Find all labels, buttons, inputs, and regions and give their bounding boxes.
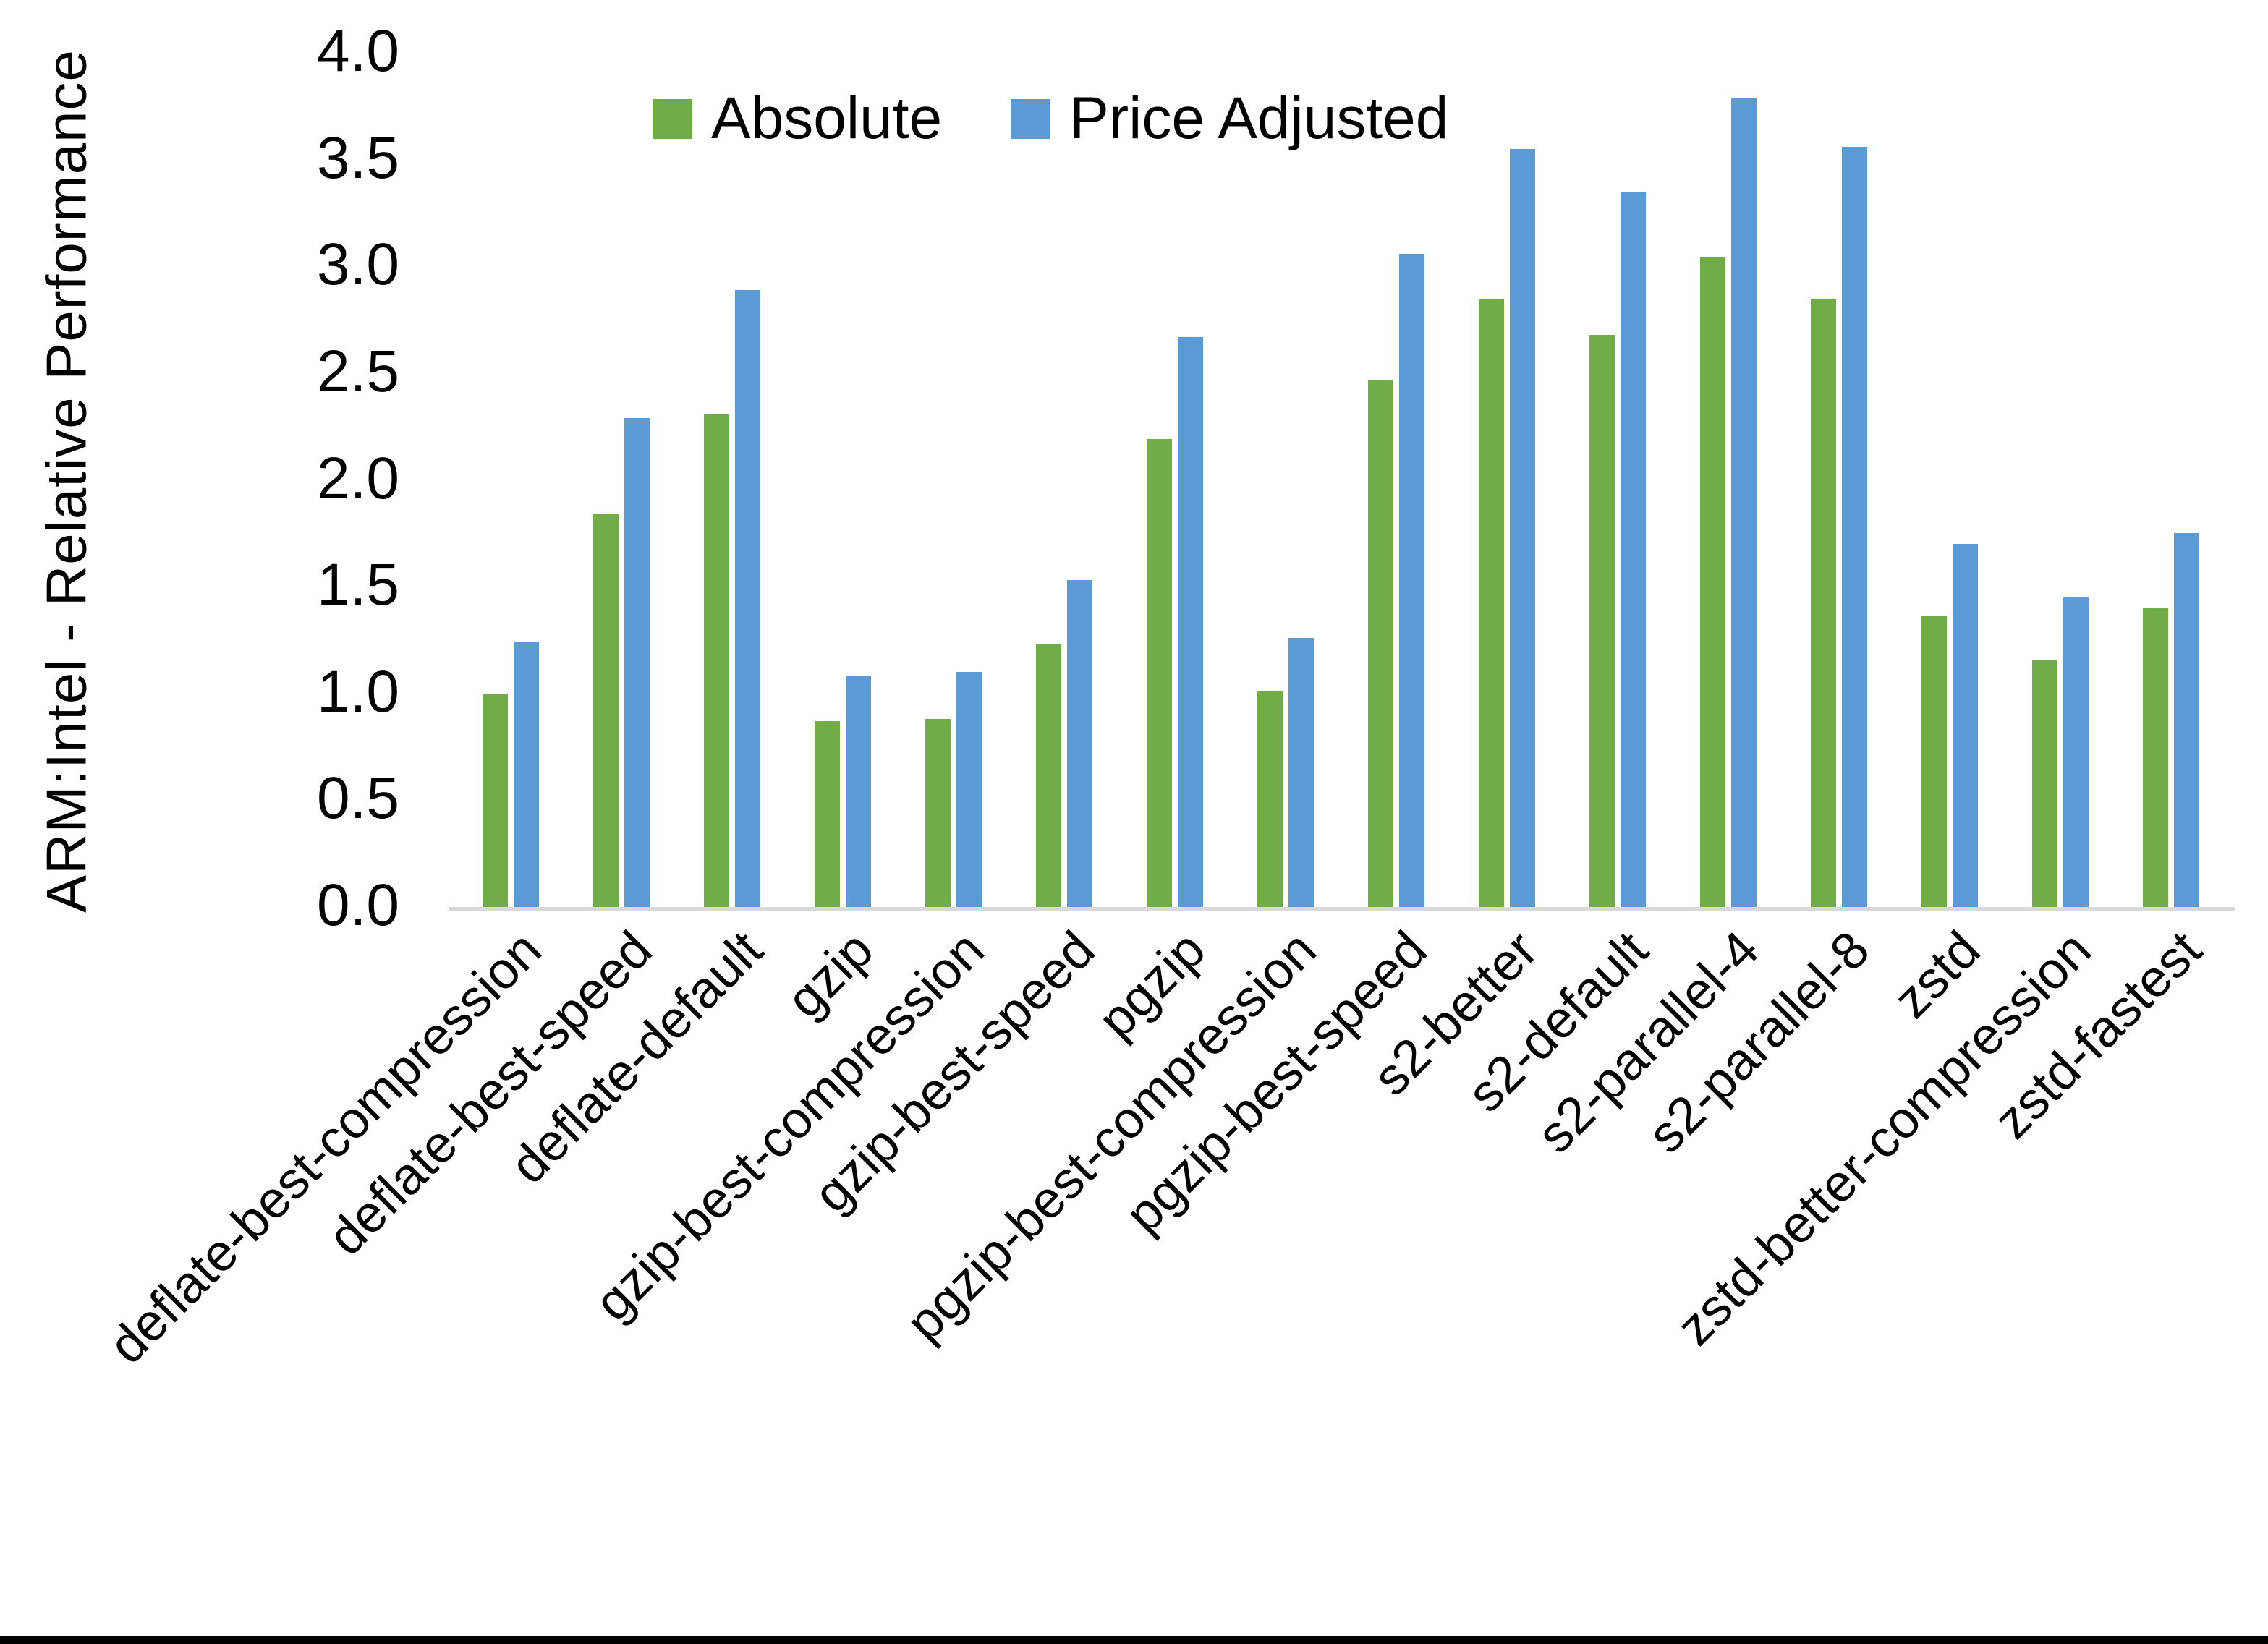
bar-group-zstd-fastest	[2143, 533, 2199, 907]
bar-absolute-pgzip-best-speed	[1368, 380, 1393, 907]
bar-price-adjusted-deflate-default	[735, 290, 760, 907]
bar-price-adjusted-gzip	[846, 676, 871, 907]
bar-absolute-s2-parallel-8	[1811, 299, 1836, 907]
bottom-border	[0, 1636, 2268, 1644]
y-tick-label-0.0: 0.0	[317, 872, 399, 939]
bar-group-zstd-better-compression	[2032, 597, 2089, 907]
y-tick-label-2.5: 2.5	[317, 338, 399, 404]
bar-group-pgzip-best-compression	[1257, 638, 1314, 907]
bar-absolute-deflate-best-compression	[483, 694, 508, 907]
bar-price-adjusted-gzip-best-compression	[956, 672, 982, 907]
bar-price-adjusted-pgzip	[1178, 337, 1203, 907]
bar-absolute-gzip	[815, 721, 840, 907]
bar-absolute-deflate-best-speed	[593, 514, 619, 907]
bar-absolute-zstd	[1921, 616, 1947, 907]
bar-absolute-gzip-best-compression	[925, 719, 951, 907]
bar-price-adjusted-s2-parallel-4	[1731, 98, 1757, 907]
bar-absolute-s2-default	[1589, 335, 1615, 907]
bar-group-gzip	[815, 676, 871, 907]
bar-absolute-s2-better	[1479, 299, 1504, 907]
bar-price-adjusted-deflate-best-speed	[624, 418, 650, 907]
y-tick-label-3.5: 3.5	[317, 124, 399, 191]
legend-swatch-price-adjusted	[1011, 98, 1051, 139]
y-tick-label-3.0: 3.0	[317, 231, 399, 298]
bar-absolute-pgzip-best-compression	[1257, 691, 1283, 907]
y-tick-label-4.0: 4.0	[317, 18, 399, 85]
bar-price-adjusted-zstd-better-compression	[2063, 597, 2089, 907]
bar-price-adjusted-s2-parallel-8	[1842, 147, 1867, 907]
legend-item-price-adjusted: Price Adjusted	[1011, 85, 1448, 152]
legend: Absolute Price Adjusted	[653, 85, 1448, 152]
bar-price-adjusted-pgzip-best-compression	[1288, 638, 1314, 907]
bar-absolute-pgzip	[1147, 439, 1172, 907]
legend-item-absolute: Absolute	[653, 85, 942, 152]
bar-price-adjusted-zstd-fastest	[2174, 533, 2199, 907]
bar-group-zstd	[1921, 544, 1978, 907]
bar-absolute-zstd-fastest	[2143, 608, 2168, 907]
legend-label-absolute: Absolute	[711, 85, 943, 151]
plot-area	[449, 53, 2235, 911]
legend-swatch-absolute	[653, 98, 692, 139]
bar-price-adjusted-s2-default	[1621, 192, 1646, 907]
bar-group-s2-default	[1589, 192, 1646, 907]
bar-group-deflate-best-speed	[593, 418, 650, 907]
bar-price-adjusted-deflate-best-compression	[514, 642, 539, 907]
bar-group-deflate-default	[704, 290, 760, 907]
bar-price-adjusted-gzip-best-speed	[1067, 580, 1092, 907]
x-label-deflate-best-compression: deflate-best-compression	[98, 920, 553, 1375]
legend-label-price-adjusted: Price Adjusted	[1069, 85, 1449, 151]
x-axis-line	[449, 907, 2235, 911]
bar-group-s2-parallel-8	[1811, 147, 1867, 907]
bar-absolute-gzip-best-speed	[1036, 644, 1061, 907]
y-tick-label-2.0: 2.0	[317, 445, 399, 511]
bar-price-adjusted-s2-better	[1510, 149, 1535, 907]
bar-group-deflate-best-compression	[483, 642, 539, 907]
bar-group-gzip-best-compression	[925, 672, 982, 907]
bar-price-adjusted-zstd	[1953, 544, 1978, 907]
y-tick-label-1.5: 1.5	[317, 552, 399, 618]
bar-group-s2-better	[1479, 149, 1535, 907]
y-tick-label-0.5: 0.5	[317, 765, 399, 832]
bar-group-gzip-best-speed	[1036, 580, 1092, 907]
bar-absolute-deflate-default	[704, 414, 729, 907]
bar-group-pgzip	[1147, 337, 1203, 907]
bar-absolute-zstd-better-compression	[2032, 660, 2057, 907]
bar-price-adjusted-pgzip-best-speed	[1399, 254, 1424, 907]
y-tick-label-1.0: 1.0	[317, 658, 399, 725]
bar-absolute-s2-parallel-4	[1700, 257, 1725, 907]
bar-group-s2-parallel-4	[1700, 98, 1757, 907]
bar-group-pgzip-best-speed	[1368, 254, 1424, 907]
